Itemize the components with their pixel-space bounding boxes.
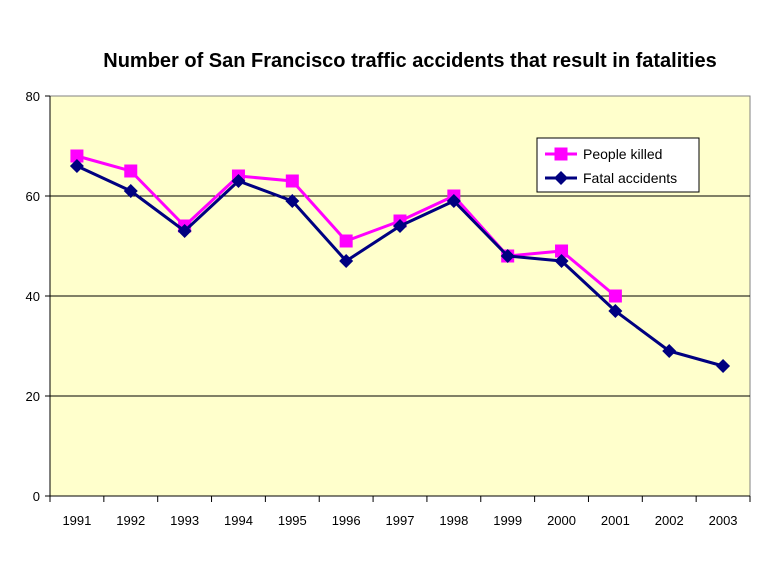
grid-lines [50, 195, 750, 397]
x-tick-label: 1998 [439, 513, 468, 528]
people-killed-point [608, 289, 622, 303]
fatal-accidents-point [123, 184, 138, 198]
legend-marker-people-killed [554, 147, 568, 161]
fatal-accidents-point [285, 194, 300, 208]
x-tick-label: 2001 [601, 513, 630, 528]
x-tick-label: 1992 [116, 513, 145, 528]
legend: People killed Fatal accidents [536, 137, 700, 193]
x-tick-label: 2000 [547, 513, 576, 528]
y-tick-label: 20 [26, 389, 40, 404]
legend-label-people-killed: People killed [583, 146, 662, 162]
x-tick-label: 1994 [224, 513, 253, 528]
fatal-accidents-point [662, 344, 677, 358]
people-killed-point [70, 149, 84, 163]
chart-title: Number of San Francisco traffic accident… [103, 50, 717, 72]
fatal-accidents-point [177, 224, 192, 238]
fatal-accidents-point [69, 159, 84, 173]
y-tick-label: 0 [33, 489, 40, 504]
x-tick-label: 1996 [332, 513, 361, 528]
people-killed-point [285, 174, 299, 188]
fatal-accidents-point [608, 304, 623, 318]
x-tick-label: 1993 [170, 513, 199, 528]
fatal-accidents-point [716, 359, 731, 373]
series-lines [69, 149, 731, 373]
legend-box [536, 137, 700, 193]
x-tick-label: 2003 [709, 513, 738, 528]
people-killed-point [339, 234, 353, 248]
axes: 0 20 40 60 80 1991 1992 1993 1994 1995 1996 1997 199… [26, 89, 751, 528]
x-tick-label: 1991 [62, 513, 91, 528]
fatal-accidents-point [339, 254, 354, 268]
x-tick-label: 2002 [655, 513, 684, 528]
legend-label-fatal-accidents: Fatal accidents [583, 170, 677, 186]
fatal-accidents-point [446, 194, 461, 208]
fatal-accidents-point [500, 249, 515, 263]
x-tick-label: 1995 [278, 513, 307, 528]
x-tick-label: 1999 [493, 513, 522, 528]
people-killed-point [555, 244, 569, 258]
x-tick-label: 1997 [386, 513, 415, 528]
fatal-accidents-point [231, 174, 246, 188]
fatal-accidents-point [393, 219, 407, 233]
series-fatal-accidents [69, 159, 731, 373]
y-tick-label: 80 [26, 89, 40, 104]
legend-marker-fatal-accidents [554, 171, 568, 185]
fatal-accidents-point [554, 254, 569, 268]
people-killed-point [124, 164, 138, 178]
y-tick-label: 60 [26, 189, 40, 204]
y-tick-label: 40 [26, 289, 40, 304]
